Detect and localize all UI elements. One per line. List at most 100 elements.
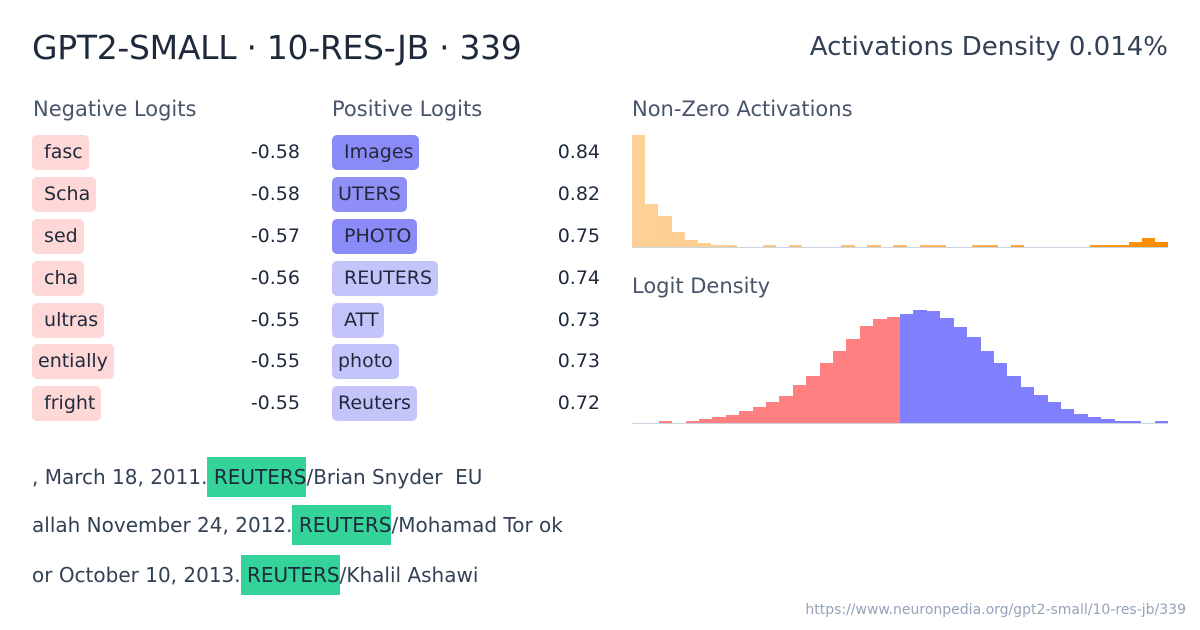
logit-density-bar bbox=[1007, 375, 1021, 423]
example-line: , March 18, 2011. REUTERS/Brian Snyder E… bbox=[32, 457, 482, 497]
logit-value: -0.55 bbox=[250, 309, 300, 331]
activation-bar bbox=[723, 245, 737, 247]
token-chip: ultras bbox=[32, 303, 105, 338]
token-chip: cha bbox=[32, 261, 85, 296]
logit-density-bar bbox=[766, 402, 780, 423]
activation-bar bbox=[971, 245, 986, 247]
activation-bar bbox=[919, 245, 933, 247]
activation-bar bbox=[788, 245, 803, 247]
logit-density-bar bbox=[725, 414, 740, 423]
logit-value: -0.57 bbox=[250, 225, 300, 247]
highlighted-token: REUTERS bbox=[292, 505, 392, 545]
logit-density-bar bbox=[859, 326, 874, 423]
activations-density: Activations Density 0.014% bbox=[809, 32, 1168, 62]
logit-density-bar bbox=[1047, 402, 1062, 423]
logit-value: 0.75 bbox=[557, 225, 600, 247]
logit-density-bar bbox=[980, 351, 995, 423]
activation-bar bbox=[671, 232, 685, 247]
negative-logits-row: Scha bbox=[32, 177, 97, 212]
logit-value: -0.55 bbox=[250, 350, 300, 372]
token-chip: fright bbox=[32, 386, 102, 421]
logit-density-bar bbox=[940, 318, 954, 423]
logit-density-bar bbox=[1060, 408, 1075, 423]
example-line: allah November 24, 2012. REUTERS/Mohamad… bbox=[32, 505, 563, 545]
token-chip: UTERS bbox=[332, 177, 407, 212]
activation-bar bbox=[697, 243, 711, 247]
logit-value: 0.82 bbox=[557, 183, 600, 205]
logit-density-bar bbox=[1034, 395, 1048, 423]
positive-logits-row: PHOTO bbox=[332, 219, 418, 254]
activation-bar bbox=[1102, 245, 1116, 247]
activation-bar bbox=[932, 245, 947, 247]
example-suffix: /Brian Snyder EU bbox=[306, 465, 483, 489]
logit-density-bar bbox=[1087, 416, 1102, 423]
activation-bar bbox=[1154, 242, 1169, 247]
logit-density-bar bbox=[1101, 418, 1115, 423]
token-chip: REUTERS bbox=[332, 261, 439, 296]
activation-bar bbox=[1128, 242, 1143, 247]
token-chip: fasc bbox=[32, 135, 89, 170]
highlighted-token: REUTERS bbox=[240, 555, 340, 595]
logit-value: 0.74 bbox=[557, 267, 600, 289]
token-chip: sed bbox=[32, 219, 84, 254]
activation-bar bbox=[762, 245, 777, 247]
activation-bar bbox=[867, 245, 881, 247]
example-prefix: allah November 24, 2012. bbox=[32, 513, 293, 537]
logit-value: 0.84 bbox=[557, 141, 600, 163]
negative-logits-row: fright bbox=[32, 386, 102, 421]
page-title: GPT2-SMALL · 10-RES-JB · 339 bbox=[32, 28, 522, 67]
activation-bar bbox=[1089, 245, 1103, 247]
activation-bar bbox=[893, 245, 907, 247]
activation-bar bbox=[645, 204, 659, 247]
positive-logits-row: photo bbox=[332, 344, 399, 379]
highlighted-token: REUTERS bbox=[207, 457, 307, 497]
negative-logits-row: entially bbox=[32, 344, 114, 379]
activation-bar bbox=[658, 216, 672, 247]
negative-logits-row: fasc bbox=[32, 135, 89, 170]
logit-density-histogram bbox=[632, 308, 1169, 423]
logit-value: 0.72 bbox=[557, 392, 600, 414]
logit-density-bar bbox=[699, 418, 713, 423]
token-chip: photo bbox=[332, 344, 399, 379]
example-prefix: or October 10, 2013. bbox=[32, 563, 241, 587]
logit-value: 0.73 bbox=[557, 309, 600, 331]
logit-density-bar bbox=[806, 375, 820, 423]
logit-density-bar bbox=[1020, 387, 1035, 423]
logit-density-bar bbox=[658, 421, 673, 423]
logit-density-bar bbox=[967, 336, 981, 423]
logit-density-bar bbox=[739, 410, 753, 423]
activation-bar bbox=[632, 135, 646, 247]
activations-axis bbox=[632, 247, 1168, 248]
token-chip: Reuters bbox=[332, 386, 417, 421]
logit-density-bar bbox=[886, 317, 901, 423]
logit-density-bar bbox=[926, 311, 941, 423]
logit-density-bar bbox=[752, 406, 767, 423]
logit-density-heading: Logit Density bbox=[632, 274, 771, 298]
negative-logits-row: cha bbox=[32, 261, 85, 296]
activation-bar bbox=[684, 240, 698, 247]
positive-logits-row: Images bbox=[332, 135, 420, 170]
logit-density-bar bbox=[900, 314, 914, 423]
activation-bar bbox=[1011, 245, 1025, 247]
activations-histogram-heading: Non-Zero Activations bbox=[632, 97, 853, 121]
example-suffix: /Mohamad Tor ok bbox=[391, 513, 563, 537]
activation-bar bbox=[1141, 238, 1156, 247]
logit-density-bar bbox=[953, 327, 968, 423]
negative-logits-row: ultras bbox=[32, 303, 105, 338]
logit-density-bar bbox=[1074, 413, 1088, 423]
example-suffix: /Khalil Ashawi bbox=[339, 563, 479, 587]
example-prefix: , March 18, 2011. bbox=[32, 465, 208, 489]
token-chip: ATT bbox=[332, 303, 385, 338]
positive-logits-heading: Positive Logits bbox=[332, 97, 483, 121]
positive-logits-row: REUTERS bbox=[332, 261, 439, 296]
token-chip: Images bbox=[332, 135, 420, 170]
logit-density-bar bbox=[993, 363, 1008, 423]
activation-bar bbox=[710, 245, 724, 247]
logit-density-bar bbox=[819, 363, 834, 423]
token-chip: entially bbox=[32, 344, 114, 379]
token-chip: Scha bbox=[32, 177, 97, 212]
negative-logits-heading: Negative Logits bbox=[33, 97, 197, 121]
activation-bar bbox=[1115, 245, 1130, 247]
positive-logits-row: ATT bbox=[332, 303, 385, 338]
token-chip: PHOTO bbox=[332, 219, 418, 254]
